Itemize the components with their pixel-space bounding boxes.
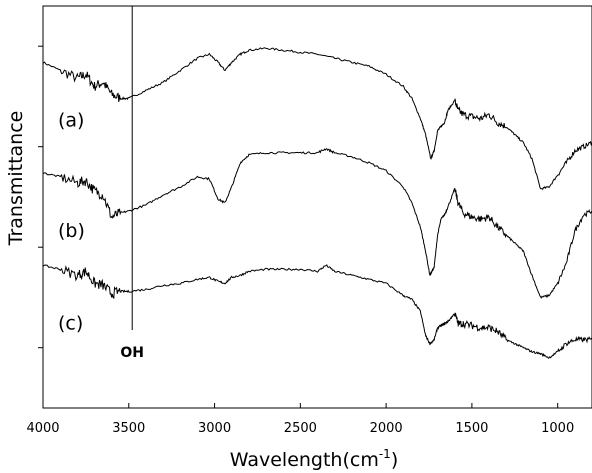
series-line-2 [42,147,592,299]
x-axis-title-superscript: -1 [379,447,391,461]
x-axis-title-suffix: ) [391,449,398,471]
y-axis-title: Transmittance [5,111,27,247]
plot-frame [42,5,592,409]
y-axis-ticks [38,45,43,349]
x-tick-label: 2000 [370,421,403,436]
x-tick-label: 3500 [112,421,145,436]
annotation-layer: OH [120,6,144,361]
series-label-3: (c) [58,312,83,334]
x-tick-label: 1000 [541,421,574,436]
x-tick-label: 3000 [198,421,231,436]
x-axis-title: Wavelength(cm-1) [230,447,398,471]
series-line-3 [42,264,592,359]
x-tick-label: 2500 [284,421,317,436]
series-line-1 [42,47,592,191]
series-label-2: (b) [58,220,85,242]
x-axis-ticks: 4000 3500 3000 2500 2000 1500 1000 [26,403,574,436]
x-tick-label: 4000 [26,421,59,436]
x-tick-label: 1500 [455,421,488,436]
oh-label: OH [120,345,144,361]
series-label-1: (a) [58,109,84,131]
series-layer: (a) (b) (c) [42,47,592,359]
